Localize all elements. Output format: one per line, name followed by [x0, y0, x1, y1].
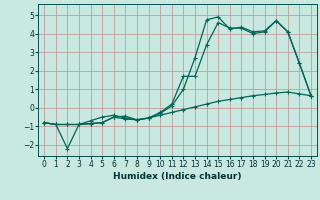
- X-axis label: Humidex (Indice chaleur): Humidex (Indice chaleur): [113, 172, 242, 181]
